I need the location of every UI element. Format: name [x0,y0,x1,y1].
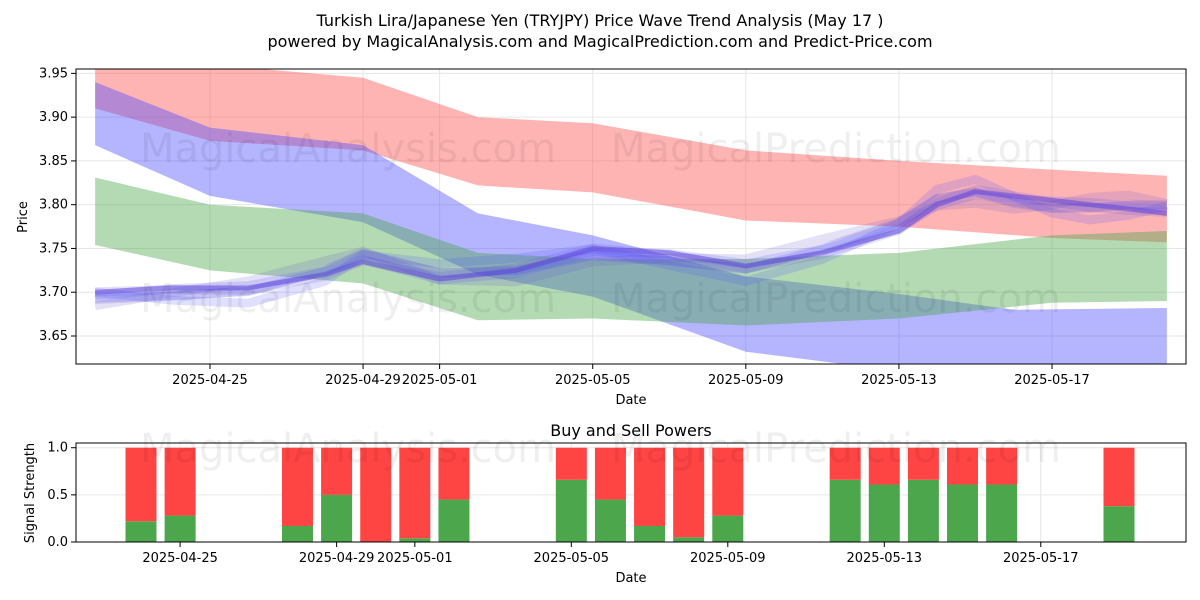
sell-power-bar [868,447,900,485]
price-wave-ribbon [94,188,1167,305]
price-x-ticks: 2025-04-25 2025-04-29 2025-05-01 2025-05-05… [172,364,1090,388]
price-y-tick-label: 3.65 [39,329,68,344]
price-y-tick-label: 3.85 [39,154,68,169]
price-bands [95,69,1167,364]
price-y-axis-label: Price [16,201,31,233]
price-x-tick-label: 2025-04-25 [172,373,248,388]
sell-power-bar [281,447,313,526]
watermark-analysis-2: MagicalAnalysis.com [140,276,556,322]
signal-x-tick-label: 2025-05-17 [1003,551,1079,566]
watermark-prediction: MagicalPrediction.com [611,126,1061,172]
sell-power-bar [321,447,353,495]
buy-power-bar [594,499,626,542]
buy-power-bar [399,538,431,542]
price-y-tick-label: 3.90 [39,110,68,125]
buy-power-bar [986,484,1018,542]
price-x-tick-label: 2025-05-13 [861,373,937,388]
signal-y-tick-label: 1.0 [47,441,68,456]
price-x-tick-label: 2025-04-29 [325,373,401,388]
price-wave-ribbon [95,184,1168,297]
price-axes-frame [75,68,1187,365]
chart-title: Turkish Lira/Japanese Yen (TRYJPY) Price… [315,11,883,30]
signal-chart-title: Buy and Sell Powers [550,421,712,440]
sell-power-bar [634,447,666,526]
buy-power-bar [1103,506,1135,542]
price-x-tick-label: 2025-05-17 [1014,373,1090,388]
buy-power-bar [125,521,157,542]
buy-power-bar [634,525,666,542]
signal-x-tick-label: 2025-04-29 [299,551,375,566]
buy-power-bar [321,494,353,542]
signal-bars [125,447,1135,542]
buy-power-bar [673,537,705,542]
sell-power-bar [1103,447,1135,507]
price-wave-ribbon [94,190,1168,311]
signal-y-tick-label: 0.5 [47,488,68,503]
sell-power-bar [399,447,431,539]
signal-x-tick-label: 2025-05-13 [846,551,922,566]
signal-y-tick-label: 0.0 [47,535,68,550]
signal-x-axis-label: Date [615,571,646,586]
buy-power-bar [947,484,979,542]
price-x-axis-label: Date [615,393,646,408]
watermark-analysis-3: MagicalAnalysis.com [140,426,556,472]
signal-x-tick-label: 2025-05-05 [534,551,610,566]
signal-axes-frame [75,442,1187,543]
price-grid [76,69,1186,364]
price-wave-ribbon [94,190,1168,300]
signal-y-axis-label: Signal Strength [23,443,38,543]
blue-trend-band [95,82,1167,364]
buy-power-bar [907,479,939,542]
signal-x-ticks: 2025-04-25 2025-04-29 2025-05-01 2025-05-05… [142,542,1079,566]
chart-subtitle: powered by MagicalAnalysis.com and Magic… [267,32,932,51]
red-trend-band [95,69,1167,243]
sell-power-bar [125,447,157,522]
buy-power-bar [438,499,470,542]
buy-power-bar [829,479,861,542]
sell-power-bar [986,447,1018,485]
buy-power-bar [555,479,587,542]
buy-power-bar [712,515,744,542]
signal-x-tick-label: 2025-05-01 [377,551,453,566]
sell-power-bar [947,447,979,485]
sell-power-bar [712,447,744,516]
sell-power-bar [907,447,939,480]
price-waves [94,175,1168,311]
watermark-analysis: MagicalAnalysis.com [140,126,556,172]
price-chart: MagicalAnalysis.com MagicalPrediction.co… [16,66,1187,408]
price-wave-line [94,189,1168,295]
price-y-tick-label: 3.75 [39,241,68,256]
sell-power-bar [594,447,626,500]
signal-chart: Buy and Sell Powers MagicalAnalysis.com … [23,421,1187,586]
watermark-prediction-2: MagicalPrediction.com [611,276,1061,322]
buy-power-bar [164,515,196,542]
signal-x-tick-label: 2025-05-09 [690,551,766,566]
sell-power-bar [164,447,196,516]
price-y-ticks: 3.65 3.70 3.75 3.80 3.85 3.90 3.95 [39,66,76,344]
sell-power-bar [360,447,392,542]
price-y-tick-label: 3.95 [39,66,68,81]
price-y-tick-label: 3.80 [39,198,68,213]
buy-power-bar [281,525,313,542]
price-wave-ribbon [94,175,1168,308]
signal-y-ticks: 0.0 0.5 1.0 [47,441,76,550]
price-y-tick-label: 3.70 [39,285,68,300]
signal-x-tick-label: 2025-04-25 [142,551,218,566]
sell-power-bar [673,447,705,538]
price-x-tick-label: 2025-05-05 [555,373,631,388]
green-trend-band [95,177,1167,326]
sell-power-bar [555,447,587,480]
buy-power-bar [868,484,900,542]
price-x-tick-label: 2025-05-01 [402,373,478,388]
price-wave-ribbon [94,186,1167,303]
watermark-prediction-3: MagicalPrediction.com [611,426,1061,472]
sell-power-bar [438,447,470,500]
sell-power-bar [829,447,861,480]
price-x-tick-label: 2025-05-09 [708,373,784,388]
